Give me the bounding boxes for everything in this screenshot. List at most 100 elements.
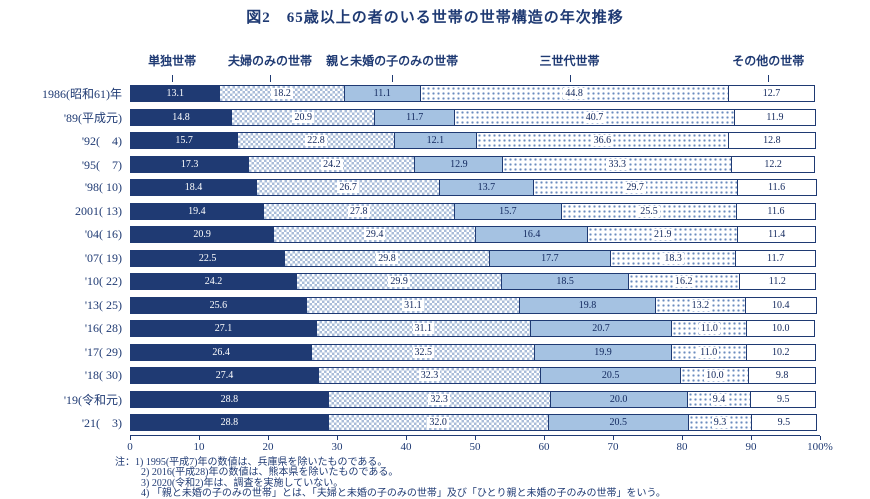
segment-value: 14.8 xyxy=(172,111,190,123)
segment-value: 15.7 xyxy=(499,205,517,217)
chart-row: 2001( 13) 19.4 27.8 15.7 25.5 11.6 xyxy=(0,200,870,224)
x-axis-tick-label: 60 xyxy=(538,440,550,453)
segment-value: 28.8 xyxy=(220,417,239,429)
x-axis-tick xyxy=(475,435,476,440)
segment-value: 16.2 xyxy=(673,276,695,288)
bar-segment-oyako: 19.9 xyxy=(534,343,672,361)
bar-segment-fufu: 22.8 xyxy=(237,132,395,150)
chart-row: '13( 25) 25.6 31.1 19.8 13.2 10.4 xyxy=(0,294,870,318)
bar-segment-sansedai: 29.7 xyxy=(532,179,738,197)
segment-value: 22.5 xyxy=(198,252,217,264)
segment-value: 18.5 xyxy=(556,276,574,288)
bar-segment-sonota: 9.5 xyxy=(750,390,816,408)
note-line: 2) 2016(平成28)年の数値は、熊本県を除いたものである。 xyxy=(141,467,399,479)
segment-value: 9.5 xyxy=(776,393,790,405)
segment-value: 44.8 xyxy=(563,88,585,100)
bar-segment-tandoku: 19.4 xyxy=(130,202,264,220)
note-line: 4) 「親と未婚の子のみの世帯」とは、「夫婦と未婚の子のみの世帯」及び「ひとり親… xyxy=(141,488,666,499)
bar-segment-fufu: 27.8 xyxy=(262,202,455,220)
segment-value: 32.5 xyxy=(412,346,435,358)
bar-segment-oyako: 20.7 xyxy=(529,320,673,338)
stacked-bar: 28.8 32.3 20.0 9.4 9.5 xyxy=(130,390,820,408)
bar-segment-sonota: 11.6 xyxy=(735,202,816,220)
segment-value: 32.3 xyxy=(418,370,441,382)
chart-row: '92( 4) 15.7 22.8 12.1 36.6 12.8 xyxy=(0,129,870,153)
stacked-bar: 28.8 32.0 20.5 9.3 9.5 xyxy=(130,414,820,432)
bar-segment-oyako: 13.7 xyxy=(439,179,534,197)
segment-value: 28.8 xyxy=(220,393,239,405)
x-axis-tick-label: 50 xyxy=(469,440,481,453)
chart-row: '10( 22) 24.2 29.9 18.5 16.2 11.2 xyxy=(0,270,870,294)
bar-segment-fufu: 20.9 xyxy=(231,108,376,126)
segment-value: 25.6 xyxy=(209,299,228,311)
segment-value: 11.4 xyxy=(768,229,786,241)
figure-title: 図2 65歳以上の者のいる世帯の世帯構造の年次推移 xyxy=(246,10,624,26)
segment-value: 12.9 xyxy=(450,158,468,170)
year-label: '21( 3) xyxy=(81,416,122,431)
segment-value: 22.8 xyxy=(305,135,327,147)
bar-segment-oyako: 19.8 xyxy=(519,296,656,314)
segment-value: 32.0 xyxy=(427,417,449,429)
segment-value: 20.0 xyxy=(609,393,628,405)
segment-value: 29.8 xyxy=(376,252,398,264)
bar-segment-oyako: 20.5 xyxy=(539,367,682,385)
segment-value: 20.7 xyxy=(592,323,610,335)
chart-row: '89(平成元) 14.8 20.9 11.7 40.7 11.9 xyxy=(0,106,870,130)
x-axis-tick xyxy=(130,435,131,440)
x-axis-tick-label: 100% xyxy=(807,440,833,453)
segment-value: 12.2 xyxy=(764,158,782,170)
bar-segment-sonota: 11.2 xyxy=(738,273,816,291)
x-axis-tick-label: 0 xyxy=(127,440,133,453)
chart-row: '18( 30) 27.4 32.3 20.5 10.0 9.8 xyxy=(0,364,870,388)
year-label: 2001( 13) xyxy=(75,203,122,218)
stacked-bar: 26.4 32.5 19.9 11.0 10.2 xyxy=(130,343,820,361)
segment-value: 18.2 xyxy=(271,88,293,100)
segment-value: 17.3 xyxy=(180,158,199,170)
bar-segment-sansedai: 13.2 xyxy=(654,296,746,314)
bar-segment-sonota: 10.2 xyxy=(745,343,816,361)
segment-value: 19.4 xyxy=(188,205,206,217)
bar-segment-sonota: 12.2 xyxy=(731,155,816,173)
chart-row: '21( 3) 28.8 32.0 20.5 9.3 9.5 xyxy=(0,411,870,435)
chart-row: '19(令和元) 28.8 32.3 20.0 9.4 9.5 xyxy=(0,388,870,412)
notes: 注：1) 1995(平成7)年の数値は、兵庫県を除いたものである。 2) 2016… xyxy=(115,457,666,499)
bar-segment-oyako: 12.9 xyxy=(414,155,504,173)
bar-segment-fufu: 26.7 xyxy=(255,179,441,197)
segment-value: 25.5 xyxy=(638,205,660,217)
series-header-tick xyxy=(270,75,272,82)
chart-area: 単独世帯 夫婦のみの世帯 親と未婚の子のみの世帯 三世代世帯 その他の世帯 1986(昭… xyxy=(0,46,870,458)
segment-value: 10.4 xyxy=(772,299,790,311)
bar-segment-sansedai: 25.5 xyxy=(561,202,737,220)
x-axis-tick-label: 40 xyxy=(400,440,412,453)
x-axis-tick xyxy=(820,435,821,440)
segment-value: 13.1 xyxy=(166,88,184,100)
segment-value: 11.2 xyxy=(768,276,786,288)
bar-segment-tandoku: 27.1 xyxy=(130,320,317,338)
stacked-bar: 24.2 29.9 18.5 16.2 11.2 xyxy=(130,273,820,291)
bar-segment-sonota: 11.9 xyxy=(733,108,816,126)
segment-value: 20.9 xyxy=(292,111,314,123)
chart-row: '95( 7) 17.3 24.2 12.9 33.3 12.2 xyxy=(0,153,870,177)
segment-value: 33.3 xyxy=(606,158,628,170)
bar-segment-fufu: 29.9 xyxy=(295,273,503,291)
year-label: '18( 30) xyxy=(84,368,122,383)
segment-value: 10.0 xyxy=(772,323,790,335)
series-header-oyako: 親と未婚の子のみの世帯 xyxy=(326,54,459,68)
segment-value: 19.8 xyxy=(578,299,597,311)
segment-value: 31.1 xyxy=(412,323,435,335)
segment-value: 21.9 xyxy=(652,229,674,241)
x-axis-tick xyxy=(751,435,752,440)
x-axis-tick xyxy=(613,435,614,440)
segment-value: 31.1 xyxy=(402,299,424,311)
segment-value: 27.8 xyxy=(348,205,370,217)
segment-value: 11.9 xyxy=(766,111,784,123)
bar-segment-sonota: 10.0 xyxy=(746,320,816,338)
bar-segment-fufu: 18.2 xyxy=(219,85,345,103)
segment-value: 11.6 xyxy=(768,182,786,194)
segment-value: 24.2 xyxy=(321,158,343,170)
note-line: 3) 2020(令和2)年は、調査を実施していない。 xyxy=(141,477,344,489)
segment-value: 24.2 xyxy=(204,276,223,288)
note-line: 注：1) 1995(平成7)年の数値は、兵庫県を除いたものである。 xyxy=(115,457,388,468)
bar-segment-tandoku: 28.8 xyxy=(130,390,329,408)
segment-value: 29.4 xyxy=(363,229,386,241)
